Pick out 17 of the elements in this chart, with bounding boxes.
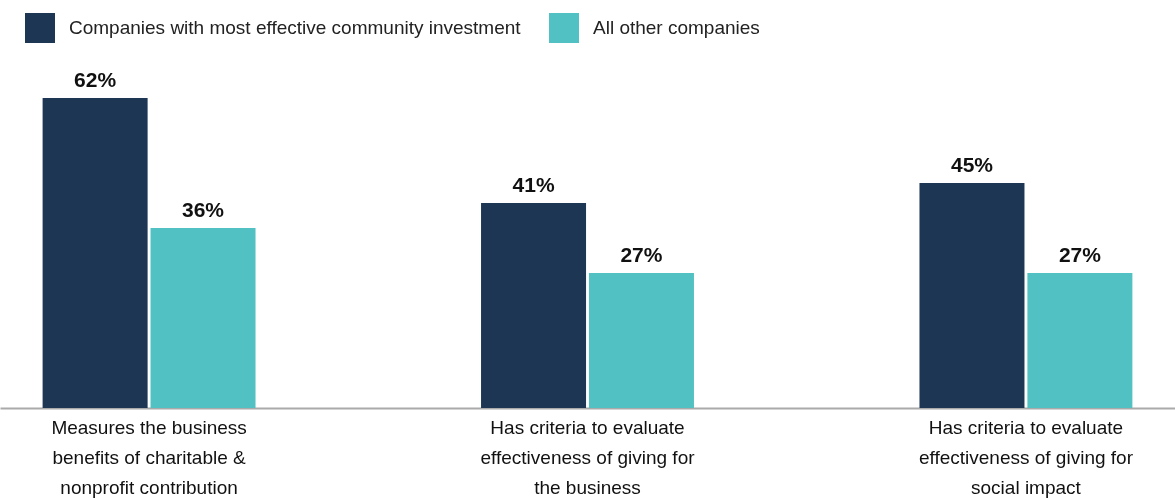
bar — [150, 228, 256, 408]
data-label: 62% — [74, 68, 117, 91]
data-label: 45% — [950, 153, 994, 176]
bar — [481, 203, 587, 408]
legend-label: All other companies — [593, 17, 760, 38]
legend-label: Companies with most effective community investment — [69, 17, 522, 38]
x-tick-label: Has criteria to evaluate effectiveness of giving for the business — [480, 416, 696, 498]
bar — [42, 98, 148, 408]
x-tick-label: Measures the business benefits of charitable & nonprofit contribution — [51, 416, 247, 498]
data-label: 27% — [1058, 243, 1102, 266]
bar — [1027, 273, 1133, 408]
data-label: 41% — [512, 173, 555, 196]
x-tick-label: Has criteria to evaluate effectiveness of giving for social impact — [918, 416, 1134, 498]
bar — [588, 273, 694, 408]
bar — [919, 183, 1025, 408]
data-label: 36% — [182, 198, 225, 221]
data-label: 27% — [620, 243, 663, 266]
